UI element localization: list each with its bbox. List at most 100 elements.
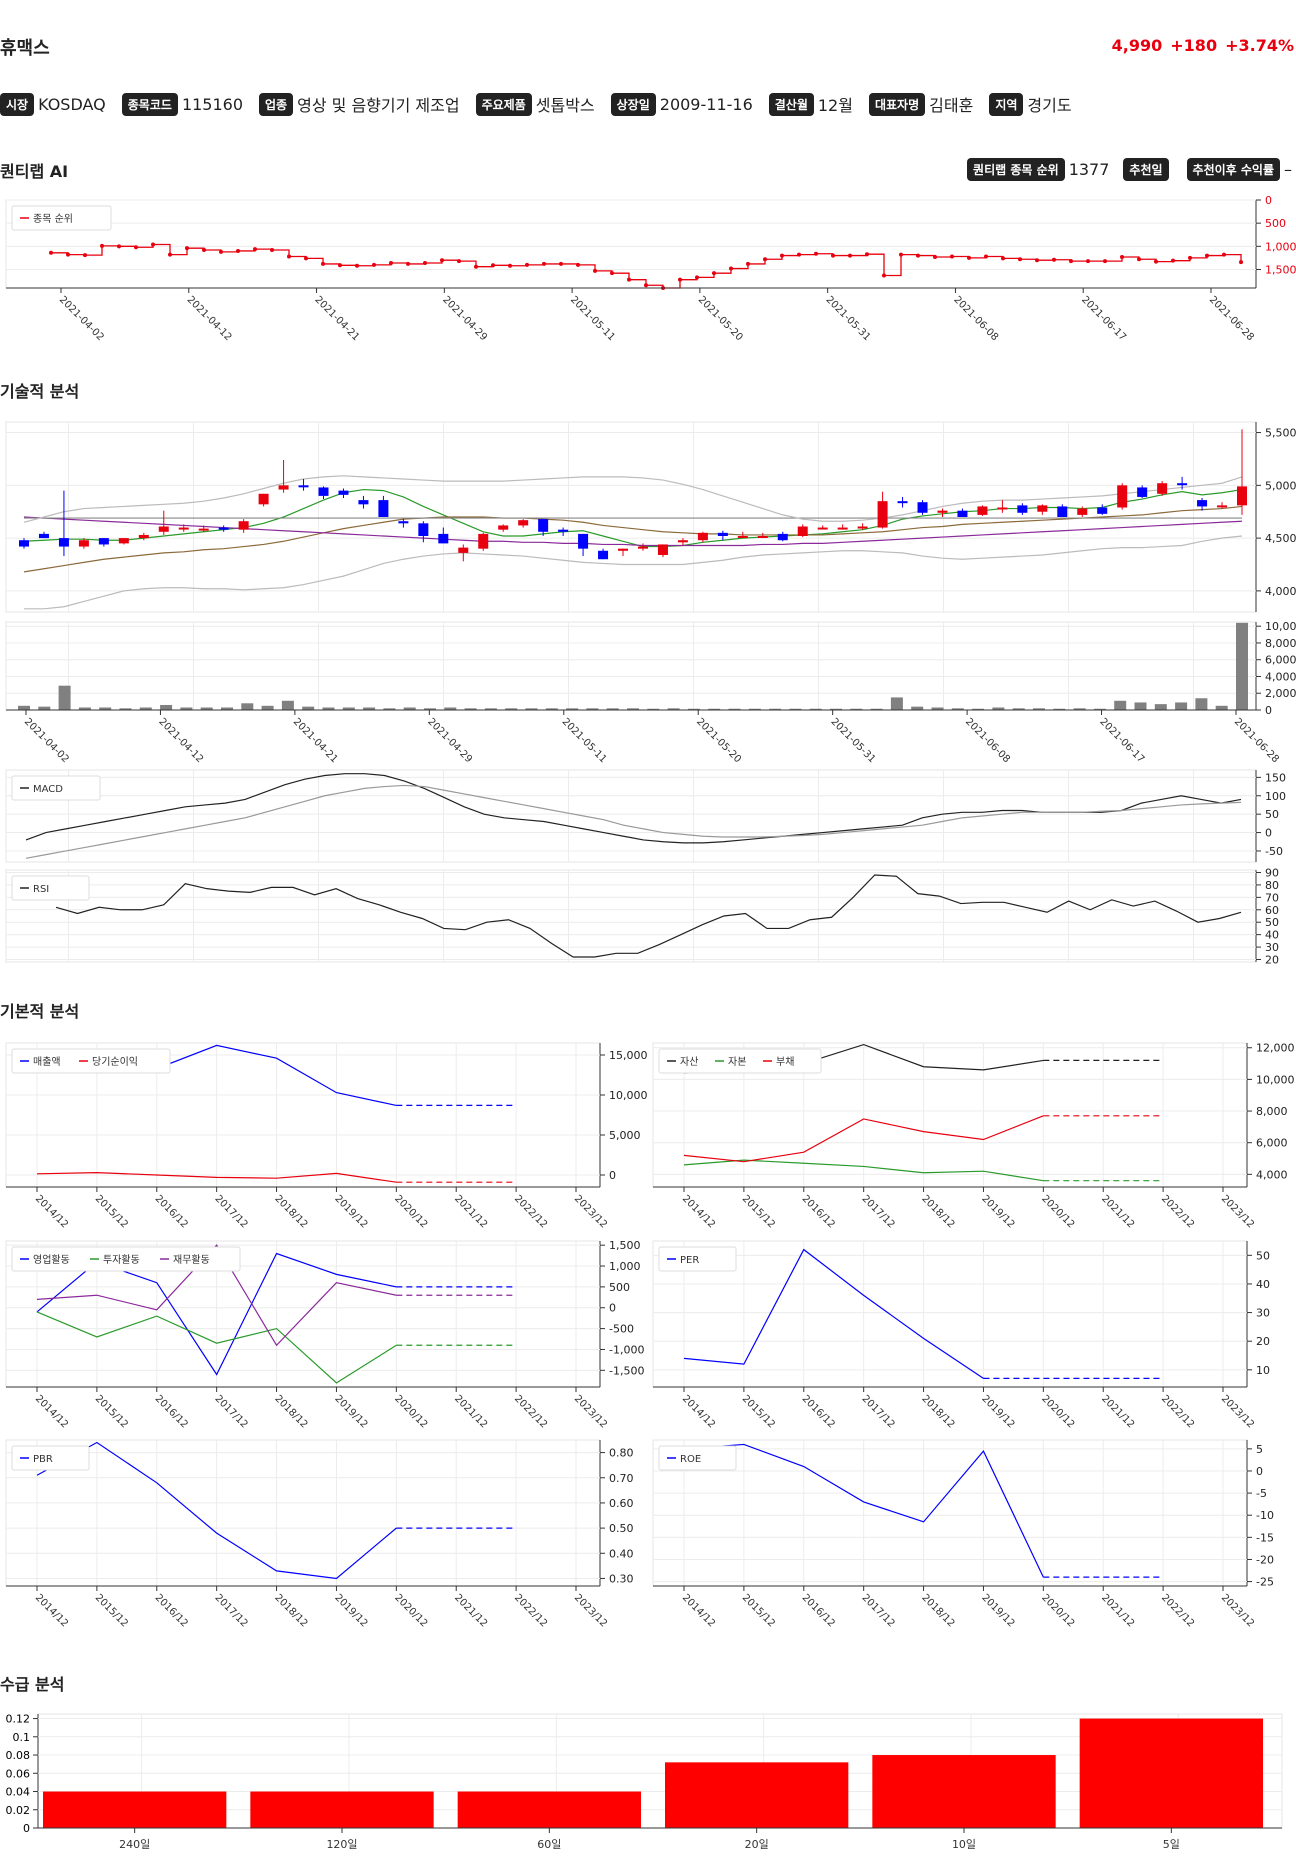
sales-x-tick-label: 2021/12 [452, 1193, 489, 1230]
roe-chart: -25 -20 -15 -10 -5 0 5 2014/12 2015/12 2016/12 201… [652, 1439, 1274, 1629]
roe-x-tick-label: 2022/12 [1159, 1592, 1196, 1629]
roe-x-tick-label: 2015/12 [740, 1592, 777, 1629]
candle-down [398, 521, 409, 524]
rank-x-tick-label: 2021-06-28 [1207, 294, 1256, 343]
rank-point [559, 261, 563, 266]
assets-x-tick-label: 2014/12 [680, 1193, 717, 1230]
cashflow-legend-label: 투자활동 [103, 1253, 140, 1266]
rank-point [644, 283, 648, 288]
sales-x-tick-label: 2020/12 [392, 1193, 429, 1230]
pbr-x-tick-label: 2014/12 [33, 1592, 70, 1629]
candle-up [857, 526, 868, 529]
candle-down [578, 533, 589, 549]
cashflow-y-tick-label: 1,500 [609, 1239, 641, 1252]
assets-legend-label: 부채 [776, 1056, 794, 1068]
macd-y-tick-label: 150 [1265, 771, 1286, 784]
candle-up [1237, 486, 1247, 506]
volume-bar [951, 708, 964, 710]
candles-ma20-line [23, 505, 1243, 573]
per-chart: 10 20 30 40 50 2014/12 2015/12 2016/12 2017/12 20… [652, 1240, 1270, 1430]
volume-y-tick-label: 2,000,000 [1265, 687, 1296, 700]
candle-down [298, 485, 309, 488]
rank-point [287, 254, 291, 259]
section-title-supply: 수급 분석 [0, 1675, 65, 1694]
pbr-legend: PBR [11, 1445, 90, 1471]
cashflow-legend-label: 영업활동 [33, 1253, 70, 1266]
rank-point [134, 245, 138, 250]
rank-point [270, 248, 274, 253]
volume-bar [1175, 702, 1188, 710]
volume-bar [627, 708, 639, 710]
supply-y-tick-label: 0.04 [6, 1786, 31, 1799]
assets-x-tick-label: 2020/12 [1039, 1193, 1076, 1230]
pbr-x-tick-label: 2016/12 [153, 1592, 190, 1629]
rsi-legend-box [11, 875, 90, 901]
candle-down [538, 519, 549, 532]
candle-down [1137, 487, 1148, 497]
supply-x-tick-label: 60일 [537, 1837, 561, 1851]
per-y-tick-label: 20 [1256, 1335, 1270, 1348]
rank-point [1239, 260, 1243, 265]
sales-x-tick-label: 2016/12 [153, 1193, 190, 1230]
volume-y-tick-label: 8,000,000 [1265, 637, 1296, 650]
pbr-y-tick-label: 0.70 [609, 1472, 634, 1485]
rank-point [355, 263, 359, 268]
info-value-ceo: 김태훈 [929, 96, 974, 115]
rank-point [1222, 252, 1226, 257]
volume-bar [383, 708, 396, 710]
assets-y-tick-label: 10,000 [1256, 1073, 1295, 1086]
candle-up [1217, 505, 1228, 508]
roe-x-tick-label: 2014/12 [680, 1592, 717, 1629]
macd-legend-label: MACD [33, 784, 63, 795]
macd-y-tick-label: 50 [1265, 808, 1279, 821]
rank-point [627, 277, 631, 282]
info-label-product: 주요제품 [475, 92, 532, 116]
candle-down [1177, 483, 1188, 486]
rank-point [882, 273, 886, 278]
supply-bar [1079, 1718, 1263, 1828]
assets-x-tick-label: 2017/12 [860, 1193, 897, 1230]
rank-point [83, 253, 87, 258]
supply-chart: 0 0.02 0.04 0.06 0.08 0.1 0.12 240일 120일 60일 20일 10… [6, 1713, 1283, 1851]
volume-bar [769, 708, 782, 710]
info-label-region: 지역 [989, 92, 1024, 116]
info-value-fiscal-month: 12월 [817, 96, 853, 115]
volume-bar [281, 700, 294, 710]
pbr-x-tick-label: 2017/12 [213, 1592, 250, 1629]
assets-y-tick-label: 8,000 [1256, 1105, 1288, 1118]
price-block: 4,990 +180 +3.74% [1104, 36, 1294, 55]
sales-legend-box [11, 1048, 171, 1074]
pbr-legend-box [11, 1445, 90, 1471]
volume-bar [1012, 708, 1025, 710]
volume-bar [1154, 704, 1167, 710]
per-y-tick-label: 50 [1256, 1249, 1270, 1262]
volume-bar [221, 707, 233, 710]
volume-bar [424, 708, 436, 710]
volume-bar [789, 708, 802, 710]
volume-bar [180, 707, 193, 710]
supply-y-tick-label: 0 [23, 1822, 30, 1835]
ai-return-label: 추천이후 수익률 [1186, 158, 1280, 181]
assets-y-tick-label: 12,000 [1256, 1042, 1295, 1055]
candle-down [1017, 505, 1028, 513]
candle-up [637, 546, 648, 549]
sales-x-tick-label: 2019/12 [332, 1193, 369, 1230]
candle-up [158, 526, 169, 532]
sales-x-tick-label: 2014/12 [33, 1193, 70, 1230]
volume-bar [545, 708, 558, 710]
per-x-tick-label: 2017/12 [860, 1393, 897, 1430]
rank-point [168, 252, 172, 257]
stock-name: 휴맥스 [0, 38, 50, 59]
per-x-tick-label: 2015/12 [740, 1393, 777, 1430]
volume-bar [505, 708, 518, 710]
volume-bar [525, 708, 538, 710]
supply-bar [872, 1755, 1056, 1828]
price-change-pct: +3.74% [1225, 36, 1294, 55]
rank-point [440, 258, 444, 263]
rank-point [542, 261, 546, 266]
candle-up [278, 485, 289, 490]
per-y-tick-label: 30 [1256, 1307, 1270, 1320]
volume-bar [606, 708, 619, 710]
rank-x-tick-label: 2021-06-08 [951, 294, 1000, 343]
